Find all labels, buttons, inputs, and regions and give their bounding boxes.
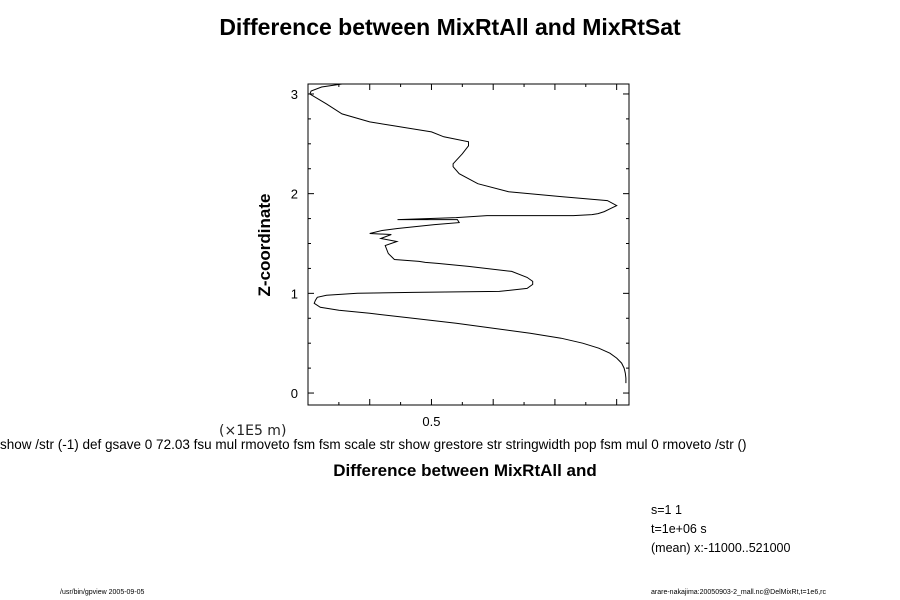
y-axis-label: Z-coordinate <box>255 194 274 297</box>
plot-frame <box>307 83 630 406</box>
chart-title: Difference between MixRtAll and MixRtSat <box>219 14 681 40</box>
info-t: t=1e+06 s <box>651 522 707 536</box>
y-tick-label: 3 <box>291 87 298 102</box>
y-tick-label: 0 <box>291 386 298 401</box>
x-axis-label: Difference between MixRtAll and <box>333 461 597 480</box>
info-mean: (mean) x:-11000..521000 <box>651 541 791 555</box>
postscript-text: show /str (-1) def gsave 0 72.03 fsu mul… <box>0 437 747 452</box>
y-tick-label: 2 <box>291 187 298 202</box>
footer-right: arare-nakajima:20050903-2_mall.nc@DelMix… <box>651 589 826 596</box>
footer-left: /usr/bin/gpview 2005-09-05 <box>60 589 145 596</box>
y-tick-label: 1 <box>291 286 298 301</box>
y-unit-note: (×1E5 m) <box>219 423 287 439</box>
profile-line <box>309 83 627 384</box>
x-tick-label: 0.5 <box>422 414 440 429</box>
info-s: s=1 1 <box>651 503 682 517</box>
